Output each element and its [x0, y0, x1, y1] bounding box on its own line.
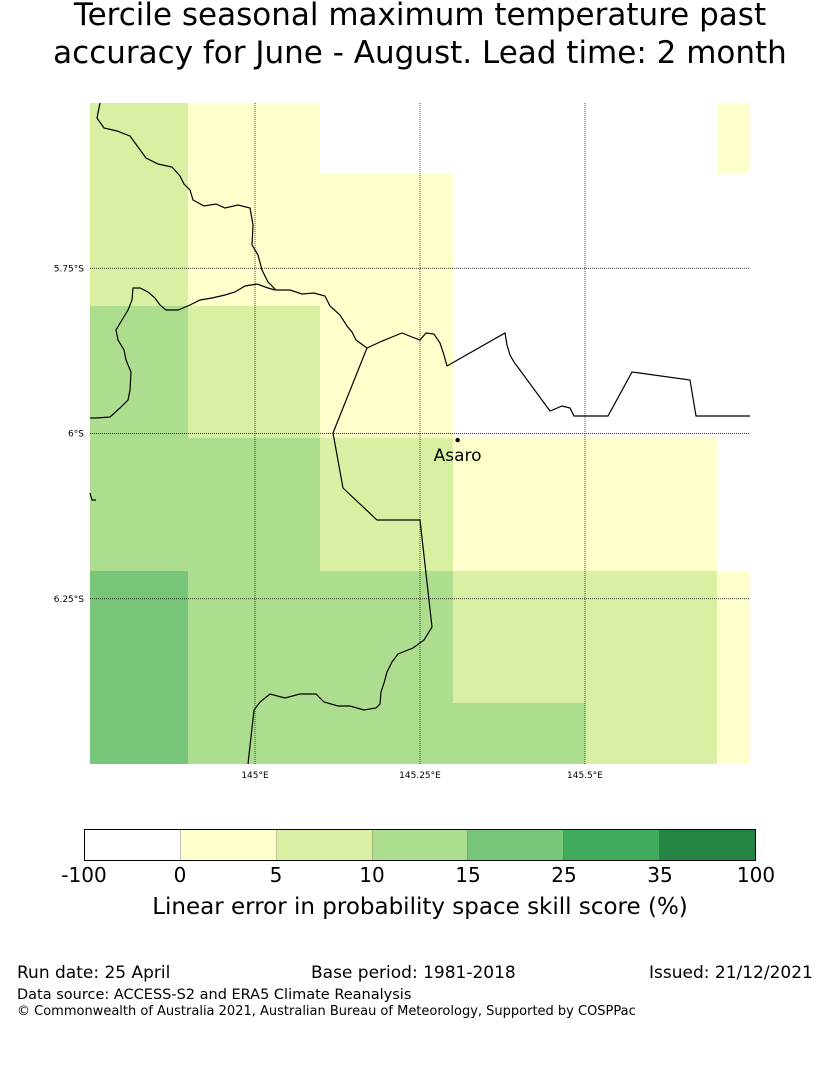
grid-cell	[717, 571, 750, 764]
grid-cell	[188, 306, 320, 438]
grid-cell	[320, 174, 453, 438]
boundary-east	[446, 332, 750, 417]
meridian-label: 145°E	[241, 771, 269, 781]
parallel-label: 6.25°S	[54, 595, 85, 605]
colorbar-tick-label: 10	[359, 863, 385, 887]
grid-cell	[585, 571, 717, 764]
colorbar-tick-label: 25	[551, 863, 577, 887]
boundary-north-northwest	[96, 102, 448, 367]
data-source: Data source: ACCESS-S2 and ERA5 Climate …	[17, 987, 412, 1003]
colorbar-tick-label: 0	[173, 863, 187, 887]
colorbar-tick-label: 5	[269, 863, 283, 887]
run-date: Run date: 25 April	[17, 963, 171, 983]
province-boundaries	[89, 102, 750, 765]
grid-cell	[585, 438, 717, 571]
colorbar-tick-label: 35	[647, 863, 673, 887]
colorbar-tick-label: 100	[736, 863, 776, 887]
base-period: Base period: 1981-2018	[311, 963, 516, 983]
place-label: Asaro	[434, 446, 482, 466]
title-line-1: Tercile seasonal maximum temperature pas…	[73, 0, 767, 33]
colorbar-segment	[468, 830, 565, 860]
copyright: © Commonwealth of Australia 2021, Austra…	[17, 1004, 636, 1019]
grid-cell	[90, 571, 188, 764]
colorbar	[84, 829, 756, 861]
grid-cell	[453, 571, 585, 703]
boundary-south	[247, 347, 433, 765]
grid-cell	[320, 571, 453, 764]
colorbar-segment	[372, 830, 469, 860]
meridian-lines: 145°E 145.25°E 145.5°E	[241, 103, 603, 781]
colorbar-segment	[564, 830, 661, 860]
colorbar-segment	[85, 830, 181, 860]
colorbar-segment	[660, 830, 756, 860]
parallel-label: 6°S	[68, 430, 84, 440]
grid-cell	[453, 703, 585, 764]
title-line-2: accuracy for June - August. Lead time: 2…	[53, 35, 787, 71]
issued-date: Issued: 21/12/2021	[649, 963, 813, 983]
grid-cell	[320, 438, 453, 571]
grid-cell	[453, 438, 585, 571]
grid-cell	[717, 103, 750, 174]
grid-cell	[90, 306, 188, 571]
parallel-lines: 5.75°S 6°S 6.25°S	[54, 264, 750, 605]
colorbar-label: Linear error in probability space skill …	[152, 894, 688, 920]
grid-cell	[90, 103, 188, 306]
boundary-west	[90, 283, 276, 419]
colorbar-segment	[180, 830, 277, 860]
place-marker	[455, 437, 460, 443]
map-figure: 145°E 145.25°E 145.5°E 5.75°S 6°S 6.25°S Asa…	[54, 102, 750, 781]
colorbar-tick-label: -100	[61, 863, 107, 887]
chart-title: Tercile seasonal maximum temperature pas…	[0, 0, 840, 72]
parallel-label: 5.75°S	[54, 264, 85, 274]
colorbar-tick-label: 15	[455, 863, 481, 887]
meridian-label: 145.25°E	[399, 771, 441, 781]
grid-cell	[188, 103, 320, 306]
meridian-label: 145.5°E	[567, 771, 603, 781]
boundary-west-fragment	[89, 492, 96, 501]
colorbar-segment	[276, 830, 373, 860]
